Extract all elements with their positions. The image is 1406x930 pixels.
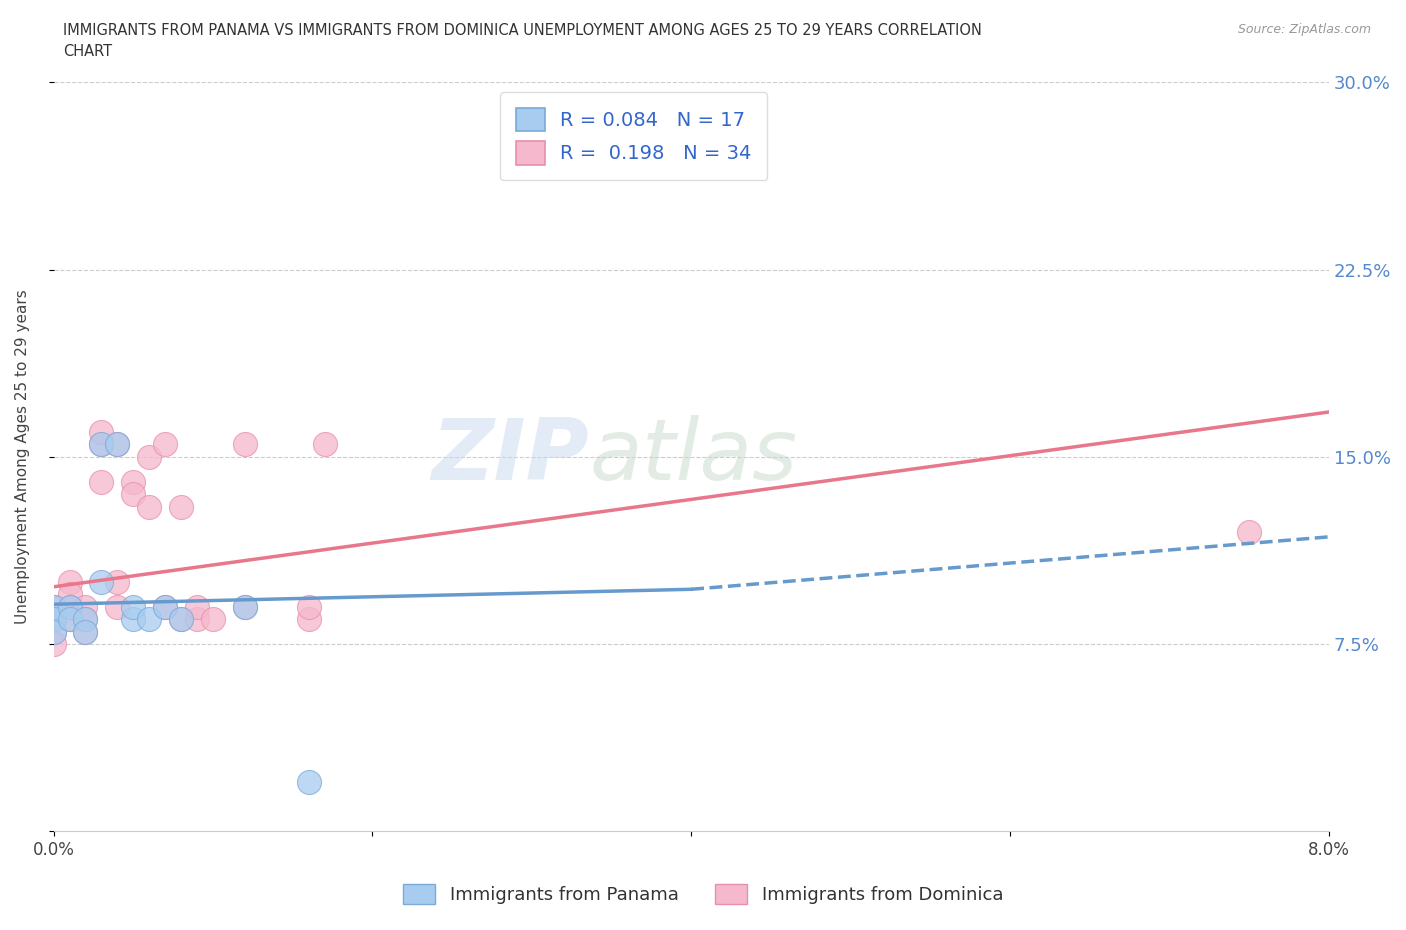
Point	[58, 599, 80, 614]
Point	[58, 612, 80, 627]
Point	[138, 449, 160, 464]
Point	[58, 599, 80, 614]
Point	[153, 599, 176, 614]
Point	[58, 587, 80, 602]
Point	[105, 575, 128, 590]
Point	[170, 612, 193, 627]
Point	[186, 599, 208, 614]
Point	[42, 599, 65, 614]
Y-axis label: Unemployment Among Ages 25 to 29 years: Unemployment Among Ages 25 to 29 years	[15, 289, 30, 624]
Point	[122, 599, 145, 614]
Point	[58, 575, 80, 590]
Point	[314, 437, 336, 452]
Point	[298, 774, 321, 789]
Point	[75, 624, 97, 639]
Point	[42, 612, 65, 627]
Point	[75, 624, 97, 639]
Point	[138, 499, 160, 514]
Point	[233, 599, 256, 614]
Point	[75, 612, 97, 627]
Point	[298, 599, 321, 614]
Point	[122, 612, 145, 627]
Point	[105, 599, 128, 614]
Point	[201, 612, 224, 627]
Point	[233, 599, 256, 614]
Legend: Immigrants from Panama, Immigrants from Dominica: Immigrants from Panama, Immigrants from …	[395, 876, 1011, 911]
Point	[170, 612, 193, 627]
Point	[105, 437, 128, 452]
Point	[90, 437, 112, 452]
Point	[170, 499, 193, 514]
Point	[42, 624, 65, 639]
Text: IMMIGRANTS FROM PANAMA VS IMMIGRANTS FROM DOMINICA UNEMPLOYMENT AMONG AGES 25 TO: IMMIGRANTS FROM PANAMA VS IMMIGRANTS FRO…	[63, 23, 983, 60]
Point	[42, 599, 65, 614]
Point	[75, 599, 97, 614]
Point	[298, 612, 321, 627]
Point	[153, 437, 176, 452]
Text: Source: ZipAtlas.com: Source: ZipAtlas.com	[1237, 23, 1371, 36]
Text: ZIP: ZIP	[432, 416, 589, 498]
Point	[138, 612, 160, 627]
Point	[90, 437, 112, 452]
Text: atlas: atlas	[589, 416, 797, 498]
Point	[42, 637, 65, 652]
Point	[58, 612, 80, 627]
Point	[186, 612, 208, 627]
Point	[1237, 525, 1260, 539]
Point	[42, 612, 65, 627]
Point	[42, 624, 65, 639]
Point	[75, 612, 97, 627]
Point	[105, 437, 128, 452]
Point	[233, 437, 256, 452]
Point	[122, 487, 145, 502]
Point	[90, 474, 112, 489]
Legend: R = 0.084   N = 17, R =  0.198   N = 34: R = 0.084 N = 17, R = 0.198 N = 34	[501, 92, 768, 180]
Point	[90, 425, 112, 440]
Point	[122, 474, 145, 489]
Point	[153, 599, 176, 614]
Point	[90, 575, 112, 590]
